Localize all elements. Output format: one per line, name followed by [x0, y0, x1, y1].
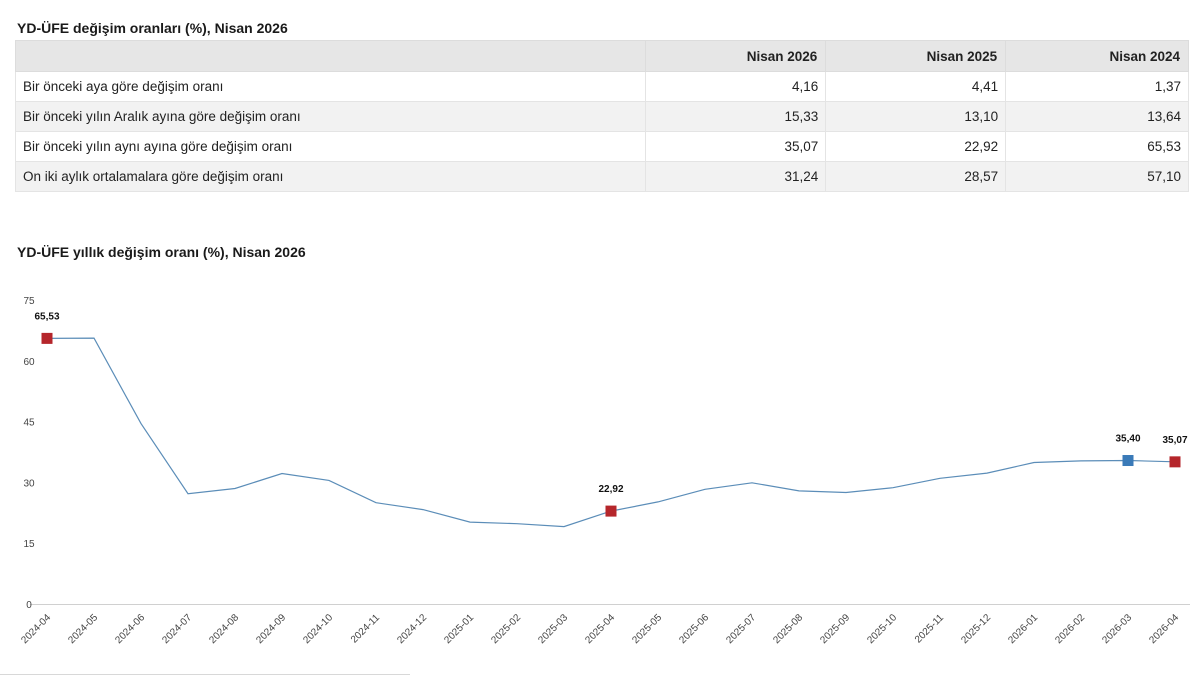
x-tick-label: 2024-08: [207, 612, 241, 646]
highlight-marker: [1122, 455, 1134, 467]
row-label: Bir önceki yılın aynı ayına göre değişim…: [14, 131, 647, 162]
table-cell: 13,10: [825, 101, 1007, 132]
table-row: Bir önceki yılın aynı ayına göre değişim…: [14, 131, 1189, 162]
table-cell: 4,41: [825, 71, 1007, 102]
row-label: Bir önceki yılın Aralık ayına göre değiş…: [14, 101, 647, 132]
x-tick-label: 2025-06: [677, 612, 711, 646]
data-label: 35,07: [1162, 435, 1187, 446]
table-header-row: Nisan 2026 Nisan 2025 Nisan 2024: [14, 40, 1189, 72]
data-label: 65,53: [34, 311, 59, 322]
x-tick-label: 2026-01: [1006, 612, 1040, 646]
table-cell: 57,10: [1005, 161, 1189, 192]
x-tick-label: 2025-12: [959, 612, 993, 646]
table-cell: 1,37: [1005, 71, 1189, 102]
highlight-marker: [41, 332, 53, 344]
data-label: 22,92: [598, 484, 623, 495]
x-tick-label: 2026-04: [1147, 612, 1181, 646]
y-tick-label: 30: [23, 478, 35, 489]
table-header-cell: Nisan 2024: [1005, 40, 1189, 72]
x-tick-label: 2024-04: [19, 612, 53, 646]
divider: [0, 674, 410, 675]
x-tick-label: 2025-09: [818, 612, 852, 646]
y-tick-label: 0: [26, 600, 32, 611]
table-cell: 22,92: [825, 131, 1007, 162]
y-tick-label: 60: [23, 357, 35, 368]
highlight-marker: [1169, 456, 1181, 468]
chart-title: YD-ÜFE yıllık değişim oranı (%), Nisan 2…: [17, 244, 306, 260]
x-tick-label: 2025-03: [536, 612, 570, 646]
table-row: Bir önceki aya göre değişim oranı 4,16 4…: [14, 71, 1189, 102]
table-cell: 65,53: [1005, 131, 1189, 162]
x-tick-label: 2025-02: [489, 612, 523, 646]
y-tick-label: 75: [23, 296, 35, 307]
stats-table: Nisan 2026 Nisan 2025 Nisan 2024 Bir önc…: [14, 40, 1189, 192]
x-tick-label: 2025-01: [442, 612, 476, 646]
table-cell: 28,57: [825, 161, 1007, 192]
x-tick-label: 2024-12: [395, 612, 429, 646]
table-title: YD-ÜFE değişim oranları (%), Nisan 2026: [17, 20, 288, 36]
x-tick-label: 2024-10: [301, 612, 335, 646]
table-cell: 15,33: [645, 101, 827, 132]
series-line: [46, 337, 1176, 528]
x-tick-label: 2025-05: [630, 612, 664, 646]
x-tick-label: 2024-06: [113, 612, 147, 646]
y-tick-label: 45: [23, 418, 35, 429]
table-cell: 35,07: [645, 131, 827, 162]
x-tick-label: 2026-02: [1053, 612, 1087, 646]
x-tick-label: 2024-09: [254, 612, 288, 646]
table-row: On iki aylık ortalamalara göre değişim o…: [14, 161, 1189, 192]
highlight-marker: [605, 505, 617, 517]
data-label: 35,40: [1115, 434, 1140, 445]
x-tick-label: 2025-07: [724, 612, 758, 646]
x-tick-label: 2025-08: [771, 612, 805, 646]
x-tick-label: 2024-05: [66, 612, 100, 646]
row-label: On iki aylık ortalamalara göre değişim o…: [14, 161, 647, 192]
y-tick-label: 15: [23, 539, 35, 550]
x-tick-label: 2025-04: [583, 612, 617, 646]
x-tick-label: 2024-11: [349, 612, 383, 646]
table-cell: 31,24: [645, 161, 827, 192]
x-tick-label: 2026-03: [1100, 612, 1134, 646]
x-tick-label: 2025-10: [865, 612, 899, 646]
row-label: Bir önceki aya göre değişim oranı: [14, 71, 647, 102]
x-tick-label: 2025-11: [913, 612, 947, 646]
table-row: Bir önceki yılın Aralık ayına göre değiş…: [14, 101, 1189, 132]
table-cell: 4,16: [645, 71, 827, 102]
x-tick-label: 2024-07: [160, 612, 194, 646]
